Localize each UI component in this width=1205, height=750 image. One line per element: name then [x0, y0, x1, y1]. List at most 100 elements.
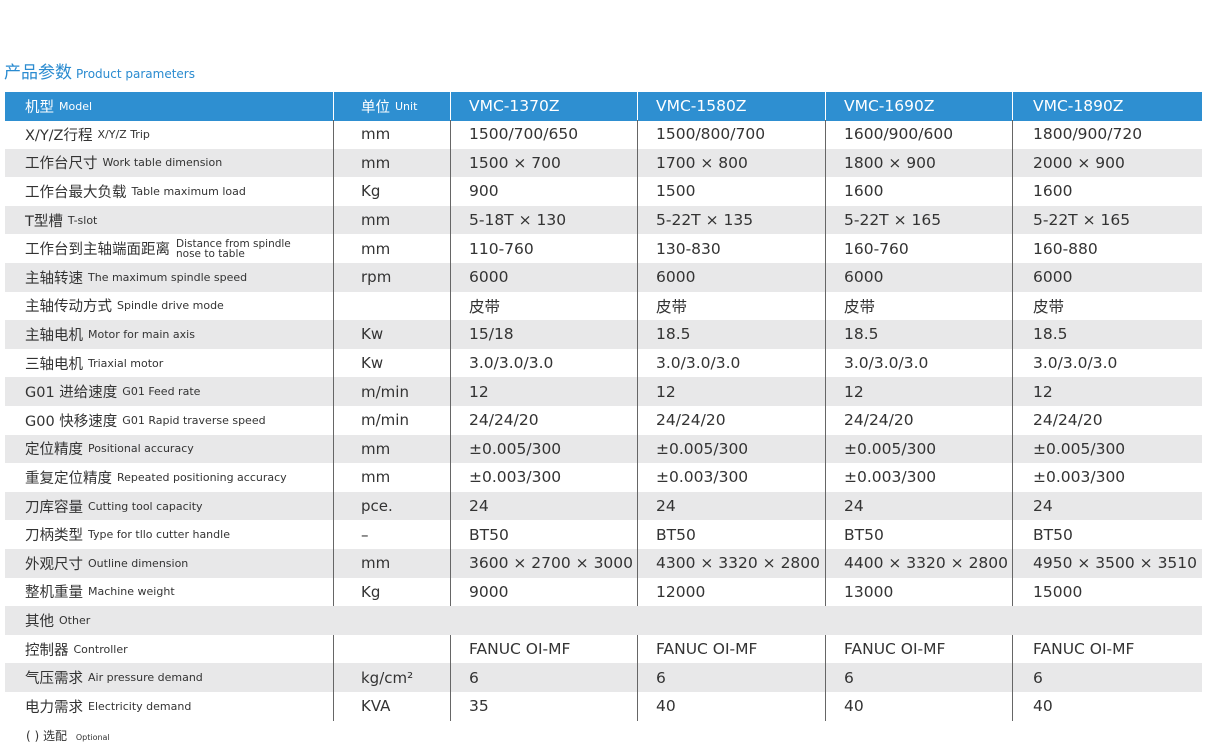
table-cell: kg/cm² — [333, 663, 450, 692]
value: 12 — [656, 382, 676, 401]
value: BT50 — [1033, 525, 1073, 544]
table-cell: 1600 — [825, 177, 1012, 206]
row-label-zh: 主轴传动方式 — [25, 299, 112, 316]
row-label-zh: T型槽 — [25, 213, 63, 230]
table-cell: pce. — [333, 491, 450, 521]
value: 5-22T × 135 — [656, 211, 754, 230]
value: FANUC OI-MF — [469, 640, 571, 659]
table-cell: mm — [333, 120, 450, 149]
row-label-en: Distance from spindle nose to table — [176, 237, 291, 260]
table-cell: 1600 — [1012, 177, 1202, 206]
table-cell: 外观尺寸 Outline dimension — [5, 549, 333, 578]
table-row: 工作台最大负载 Table maximum load Kg 900 1500 1600 16… — [5, 177, 1202, 206]
unit: mm — [361, 125, 391, 144]
table-cell: 110-760 — [450, 234, 637, 263]
table-cell: BT50 — [450, 520, 637, 549]
table-cell: 24 — [1012, 491, 1202, 521]
value: 4400 × 3320 × 2800 — [844, 554, 1009, 573]
table-row: 刀柄类型 Type for tllo cutter handle – BT50 BT50… — [5, 520, 1202, 549]
unit: pce. — [361, 497, 393, 516]
table-cell: 3600 × 2700 × 3000 — [450, 549, 637, 578]
unit: m/min — [361, 411, 409, 430]
table-cell: 电力需求 Electricity demand — [5, 692, 333, 721]
value: 3.0/3.0/3.0 — [469, 354, 554, 373]
table-cell: 工作台最大负载 Table maximum load — [5, 177, 333, 206]
table-cell: 皮带 — [825, 291, 1012, 321]
table-cell: 3.0/3.0/3.0 — [450, 348, 637, 378]
value: 18.5 — [1033, 325, 1068, 344]
table-cell — [333, 634, 450, 664]
table-cell: 6000 — [825, 263, 1012, 292]
value: 18.5 — [656, 325, 691, 344]
row-label-en: Table maximum load — [131, 184, 246, 198]
table-cell: G00 快移速度 G01 Rapid traverse speed — [5, 406, 333, 435]
table-cell: 1500 × 700 — [450, 148, 637, 178]
row-label-zh: 外观尺寸 — [25, 556, 83, 573]
title: 产品参数 Product parameters — [4, 58, 195, 83]
table-cell: m/min — [333, 377, 450, 406]
row-label-zh: G01 进给速度 — [25, 385, 118, 402]
table-row: 控制器 Controller FANUC OI-MF FANUC OI-MF FANUC… — [5, 634, 1202, 664]
table-cell: KVA — [333, 692, 450, 721]
row-label-en: Other — [59, 613, 91, 627]
value: FANUC OI-MF — [656, 640, 758, 659]
table-cell: 整机重量 Machine weight — [5, 578, 333, 607]
table-cell: mm — [333, 463, 450, 492]
value: 5-22T × 165 — [844, 211, 942, 230]
table-cell: 控制器 Controller — [5, 635, 333, 664]
table-row: 工作台尺寸 Work table dimension mm 1500 × 700 170… — [5, 148, 1202, 178]
value: 24/24/20 — [656, 411, 726, 430]
table-cell: 6 — [450, 663, 637, 692]
table-cell: 3.0/3.0/3.0 — [1012, 348, 1202, 378]
table-cell: Kw — [333, 348, 450, 378]
header-model: VMC-1580Z — [656, 97, 747, 116]
value: 3.0/3.0/3.0 — [1033, 354, 1118, 373]
table-cell: 15000 — [1012, 577, 1202, 607]
table-cell: 6 — [1012, 663, 1202, 692]
unit: Kg — [361, 582, 381, 601]
table-row: X/Y/Z行程 X/Y/Z Trip mm 1500/700/650 1500/800/… — [5, 120, 1202, 149]
table-cell: ±0.005/300 — [450, 434, 637, 464]
table-cell: 主轴传动方式 Spindle drive mode — [5, 292, 333, 321]
row-label-zh: 整机重量 — [25, 585, 83, 602]
value: 6000 — [469, 268, 509, 287]
value: 130-830 — [656, 239, 721, 258]
table-row: 重复定位精度 Repeated positioning accuracy mm ±0.… — [5, 463, 1202, 492]
table-cell: mm — [333, 234, 450, 263]
table-cell: 900 — [450, 177, 637, 206]
value: ±0.003/300 — [844, 468, 937, 487]
value: 1800 × 900 — [844, 153, 936, 172]
row-label-zh: 工作台尺寸 — [25, 156, 98, 173]
table-row: 主轴转速 The maximum spindle speed rpm 6000 6000… — [5, 263, 1202, 292]
row-label-en: Positional accuracy — [88, 442, 194, 456]
title-zh: 产品参数 — [4, 63, 72, 83]
table-cell: 40 — [1012, 692, 1202, 721]
table-row: 主轴电机 Motor for main axis Kw 15/18 18.5 18.5 18… — [5, 320, 1202, 349]
header-zh: 机型 — [25, 99, 54, 116]
value: 160-880 — [1033, 239, 1098, 258]
table-cell: 18.5 — [1012, 320, 1202, 349]
row-label-en: T-slot — [67, 213, 98, 227]
value: ±0.005/300 — [469, 439, 562, 458]
table-cell: 4400 × 3320 × 2800 — [825, 549, 1012, 578]
table-cell: 24 — [825, 491, 1012, 521]
table-row: G01 进给速度 G01 Feed rate m/min 12 12 12 12 — [5, 377, 1202, 406]
value: 24 — [469, 497, 489, 516]
table-cell: 1500/700/650 — [450, 120, 637, 149]
table-cell: 4950 × 3500 × 3510 — [1012, 549, 1202, 578]
table-cell: 9000 — [450, 577, 637, 607]
row-label-zh: 其他 — [25, 613, 54, 630]
value: 160-760 — [844, 239, 909, 258]
table-cell: 35 — [450, 692, 637, 721]
row-label-zh: 控制器 — [25, 642, 69, 659]
row-label-en: X/Y/Z Trip — [97, 127, 150, 141]
table-cell: m/min — [333, 406, 450, 435]
row-label-en: Cutting tool capacity — [88, 499, 203, 513]
value: 1500/800/700 — [656, 125, 766, 144]
row-label-en: Electricity demand — [88, 699, 192, 713]
row-label-zh: 三轴电机 — [25, 356, 83, 373]
unit: mm — [361, 153, 391, 172]
table-cell: 1800 × 900 — [825, 148, 1012, 178]
row-label-zh: 气压需求 — [25, 671, 83, 688]
table-cell: VMC-1370Z — [450, 92, 637, 121]
